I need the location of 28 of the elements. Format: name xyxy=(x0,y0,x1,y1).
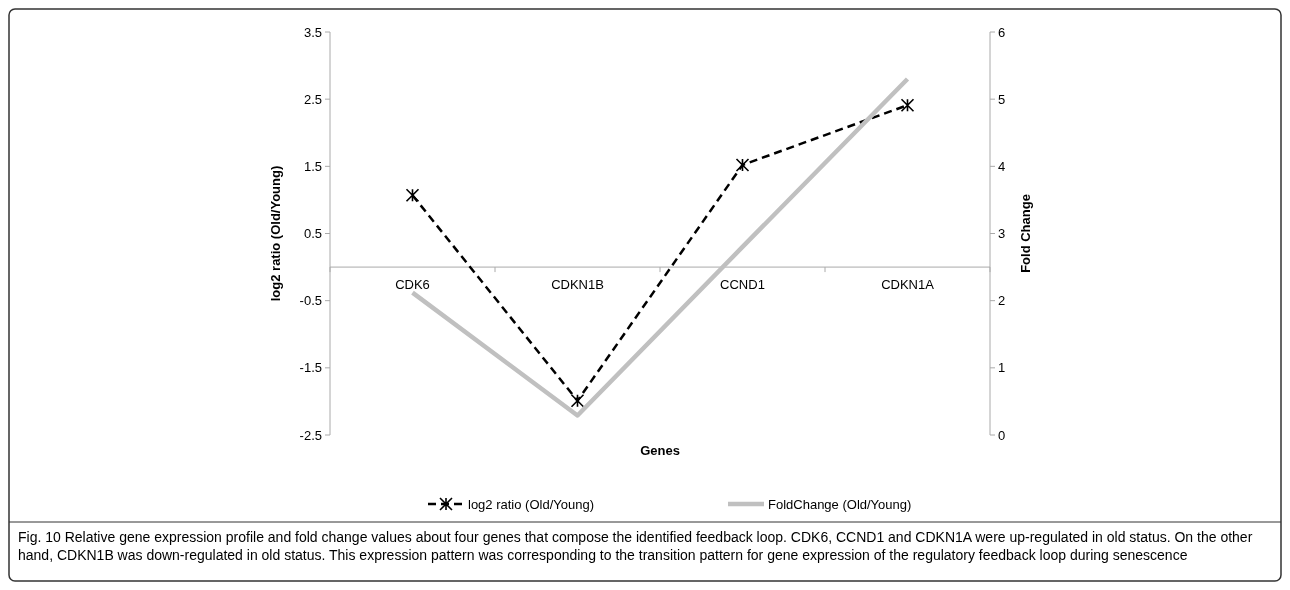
y2-tick-label: 2 xyxy=(998,293,1006,309)
x-tick-label: CDK6 xyxy=(395,277,430,293)
y2-tick-label: 5 xyxy=(998,91,1006,107)
point xyxy=(570,393,585,408)
legend-label: FoldChange (Old/Young) xyxy=(768,496,912,512)
y2-tick-label: 3 xyxy=(998,226,1006,242)
x-tick-label: CCND1 xyxy=(720,277,765,293)
y2-tick-label: 6 xyxy=(998,24,1006,40)
y-tick-label: -0.5 xyxy=(299,293,322,309)
y-tick-label: 1.5 xyxy=(303,158,322,174)
y2-tick-label: 4 xyxy=(998,158,1006,174)
x-tick-label: CDKN1A xyxy=(881,277,935,293)
x-tick-label: CDKN1B xyxy=(551,277,604,293)
x-axis-title: Genes xyxy=(640,443,680,458)
legend-label: log2 ratio (Old/Young) xyxy=(468,496,594,512)
y2-tick-label: 1 xyxy=(998,360,1006,376)
y-tick-label: -1.5 xyxy=(299,360,322,376)
caption: Fig. 10 Relative gene expression profile and fold change values about four genes that compose the identified feedback loop. CDK6, CCND1 and CDKN1A were up-regulated in old status. On the other hand, CDKN1B was down-regulated in old status. This expression pattern was corresponding to the transition pattern for gene expression of the regulatory feedback loop during senescence xyxy=(18,529,1253,563)
y-tick-label: -2.5 xyxy=(299,427,322,443)
y2-axis-title: Fold Change xyxy=(1018,194,1033,273)
y-axis-title: log2 ratio (Old/Young) xyxy=(268,165,283,302)
y-tick-label: 2.5 xyxy=(303,91,322,107)
point xyxy=(900,98,915,113)
y-tick-label: 3.5 xyxy=(303,24,322,40)
point xyxy=(405,188,420,203)
point xyxy=(735,158,750,172)
y2-tick-label: 0 xyxy=(998,427,1006,443)
y-tick-label: 0.5 xyxy=(303,226,322,242)
